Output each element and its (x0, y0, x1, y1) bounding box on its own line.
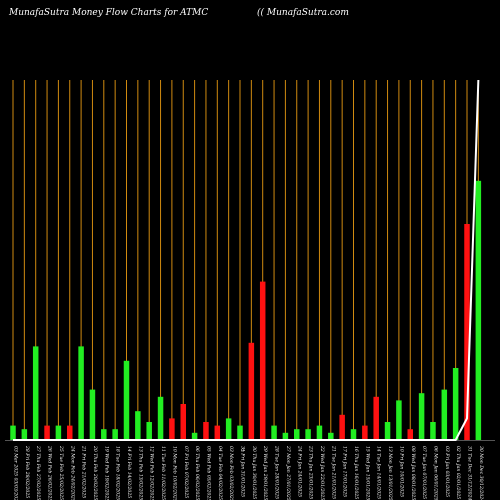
money-flow-bar (384, 422, 391, 440)
money-flow-bar (10, 425, 16, 440)
money-flow-bar (350, 429, 357, 440)
money-flow-bar (203, 422, 209, 440)
x-tick-label: 19 Wed Feb 19/02/2025 (103, 446, 109, 500)
money-flow-bar (157, 396, 164, 440)
money-flow-bar (67, 425, 73, 440)
money-flow-bar (452, 368, 459, 440)
x-tick-label: 21 Tue Jan 21/01/2025 (330, 445, 336, 499)
x-tick-label: 05 Wed Feb 05/02/2025 (205, 446, 211, 500)
axis-marker: 0 (241, 448, 244, 454)
x-tick-label: 31 Fri Jan 31/01/2025 (240, 446, 246, 497)
money-flow-bar (339, 414, 345, 440)
money-flow-bar (89, 389, 96, 440)
x-tick-label: 13 Mon Jan 13/01/2025 (387, 446, 393, 500)
x-tick-label: 16 Thu Jan 16/01/2025 (353, 446, 359, 499)
money-flow-bar (214, 425, 221, 440)
x-tick-label: 17 Fri Jan 17/01/2025 (342, 446, 348, 497)
money-flow-bar (169, 418, 175, 440)
x-tick-label: 04 Tue Feb 04/02/2025 (217, 446, 223, 500)
x-tick-label: 24 Mon Feb 24/02/2025 (69, 445, 75, 500)
x-tick-label: 13 Thu Feb 13/02/2025 (137, 446, 143, 500)
money-flow-bar (316, 425, 323, 440)
site-name: (( MunafaSutra.com (257, 8, 349, 18)
x-tick-label: 07 Fri Feb 07/02/2025 (183, 446, 189, 498)
money-flow-bar (418, 393, 425, 440)
money-flow-bar (135, 411, 141, 440)
x-tick-label: 03 Fri Jan 03/01/2025 (444, 446, 450, 497)
x-tick-label: 14 Fri Feb 14/02/2025 (126, 446, 132, 498)
money-flow-bar (237, 425, 243, 440)
x-tick-label: 10 Mon Feb 10/02/2025 (171, 446, 177, 500)
x-tick-label: 26 Wed Feb 26/02/2025 (47, 445, 53, 500)
money-flow-bar (101, 429, 107, 440)
money-flow-bar (112, 429, 118, 440)
x-tick-label: 28 Fri Feb 28/02/2025 (24, 445, 30, 498)
money-flow-bar (78, 346, 84, 440)
money-flow-bar (191, 432, 198, 440)
money-flow-bar (430, 422, 436, 440)
x-tick-label: 18 Tue Feb 18/02/2025 (115, 446, 121, 500)
x-tick-label: 10 Fri Jan 10/01/2025 (398, 446, 404, 497)
chart-title: MunafaSutra Money Flow Charts for ATMC (9, 8, 209, 18)
x-tick-label: 22 Wed Jan 22/01/2025 (319, 445, 325, 500)
x-tick-label: 28 Tue Jan 28/01/2025 (274, 445, 280, 499)
x-tick-label: 11 Tue Feb 11/02/2025 (160, 446, 166, 500)
money-flow-bar (271, 425, 277, 440)
x-tick-label: 27 Mon Jan 27/01/2025 (285, 445, 291, 500)
money-flow-bar (259, 281, 266, 440)
x-tick-label: 07 Tue Jan 07/01/2025 (421, 446, 427, 499)
money-flow-bar (32, 346, 39, 440)
x-tick-label: 20 Thu Feb 20/02/2025 (92, 445, 98, 500)
money-flow-bar (248, 342, 255, 440)
x-tick-label: 24 Fri Jan 24/01/2025 (296, 445, 302, 497)
x-tick-label: 08 Wed Jan 08/01/2025 (410, 446, 416, 500)
money-flow-bar (373, 396, 379, 440)
x-tick-label: 25 Tue Feb 25/02/2025 (58, 445, 64, 500)
x-tick-label: 23 Thu Jan 23/01/2025 (308, 445, 314, 499)
money-flow-bar (294, 429, 300, 440)
x-tick-label: 31 Tue Dec 31/12/2024 (467, 446, 473, 500)
money-flow-bar (305, 429, 311, 440)
x-tick-label: 30 Thu Jan 30/01/2025 (251, 446, 257, 499)
x-tick-label: 03 Mon Feb 03/02/2025 (228, 446, 234, 500)
money-flow-bar (146, 422, 152, 440)
x-tick-label: 27 Thu Feb 27/02/2025 (35, 445, 41, 500)
x-tick-label: 03 Mar 2025 03/03/2025 (13, 446, 19, 500)
money-flow-bar (180, 404, 186, 440)
money-flow-bar (441, 389, 448, 440)
money-flow-bar (475, 180, 482, 441)
price-line (13, 79, 480, 441)
x-tick-label: 15 Wed Jan 15/01/2025 (364, 446, 370, 500)
money-flow-bar (123, 360, 130, 440)
money-flow-bar (282, 432, 289, 440)
x-tick-label: 14 Tue Jan 14/01/2025 (376, 446, 382, 499)
money-flow-bar (464, 224, 470, 440)
money-flow-bar (44, 425, 50, 440)
money-flow-bar (55, 425, 62, 440)
x-tick-label: 29 Wed Jan 29/01/2025 (262, 445, 268, 500)
money-flow-bar (362, 425, 368, 440)
money-flow-bar (396, 400, 402, 440)
x-tick-label: 30 Mon Dec 30/12/2024 (478, 446, 484, 500)
x-tick-label: 02 Thu Jan 02/01/2025 (455, 446, 461, 499)
money-flow-bar (21, 429, 28, 440)
x-tick-label: 12 Wed Feb 12/02/2025 (149, 446, 155, 500)
money-flow-bar (407, 429, 413, 440)
money-flow-bar (225, 418, 232, 440)
x-tick-label: 21 Fri Feb 21/02/2025 (81, 445, 87, 498)
x-tick-label: 06 Thu Feb 06/02/2025 (194, 446, 200, 500)
x-tick-label: 06 Mon Jan 06/01/2025 (432, 446, 438, 500)
money-flow-bar (328, 432, 334, 440)
